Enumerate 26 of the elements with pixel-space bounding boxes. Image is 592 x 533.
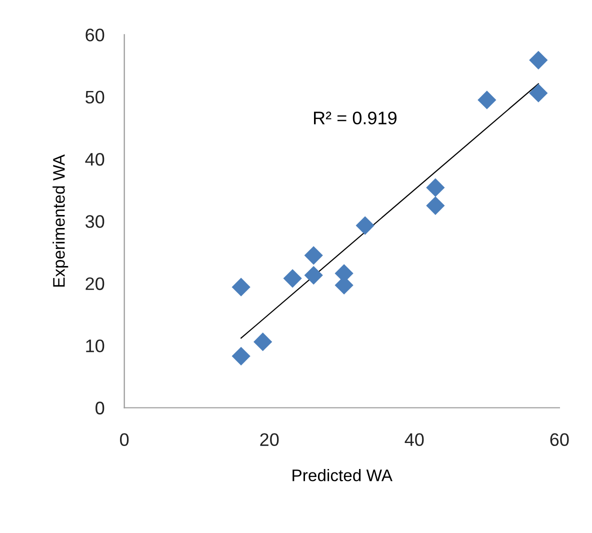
point xyxy=(426,196,445,215)
x-tick-label: 40 xyxy=(404,433,424,446)
point xyxy=(529,50,548,70)
point xyxy=(232,346,250,366)
y-tick-label: 0 xyxy=(96,402,104,414)
point xyxy=(304,246,323,265)
point xyxy=(356,216,374,235)
point xyxy=(478,90,496,110)
y-tick-label: 60 xyxy=(86,28,104,42)
point xyxy=(529,84,548,102)
x-axis-title: Predicted WA xyxy=(292,469,392,482)
point xyxy=(304,266,323,285)
x-tick-label: 20 xyxy=(260,433,279,446)
y-tick-label: 50 xyxy=(86,90,104,104)
point xyxy=(232,278,250,296)
y-tick-label: 20 xyxy=(86,277,104,290)
point xyxy=(426,178,445,197)
point xyxy=(254,332,272,352)
y-tick-label: 30 xyxy=(85,215,104,228)
annotation: R² = 0.919 xyxy=(314,112,396,124)
x-tick-label: 0 xyxy=(120,433,129,446)
point xyxy=(283,269,302,288)
y-tick-label: 40 xyxy=(85,152,104,166)
x-tick-label: 60 xyxy=(550,433,569,446)
y-tick-label: 10 xyxy=(86,339,104,352)
y-axis-title: Experimented WA xyxy=(52,154,68,287)
